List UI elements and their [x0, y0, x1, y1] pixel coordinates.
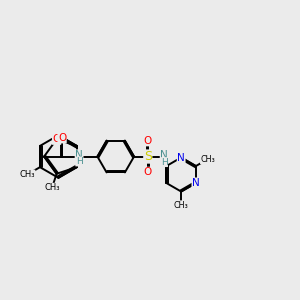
Text: O: O	[58, 133, 66, 143]
Text: O: O	[144, 136, 152, 146]
Text: N: N	[177, 152, 185, 163]
Text: CH₃: CH₃	[200, 155, 215, 164]
Text: N: N	[192, 178, 200, 188]
Text: CH₃: CH₃	[44, 183, 60, 192]
Text: CH₃: CH₃	[174, 201, 188, 210]
Text: S: S	[144, 150, 152, 163]
Text: H: H	[76, 157, 82, 166]
Text: O: O	[144, 167, 152, 177]
Text: N: N	[75, 150, 83, 160]
Text: CH₃: CH₃	[20, 170, 35, 179]
Text: H: H	[161, 158, 167, 166]
Text: N: N	[160, 150, 168, 160]
Text: O: O	[52, 134, 61, 144]
